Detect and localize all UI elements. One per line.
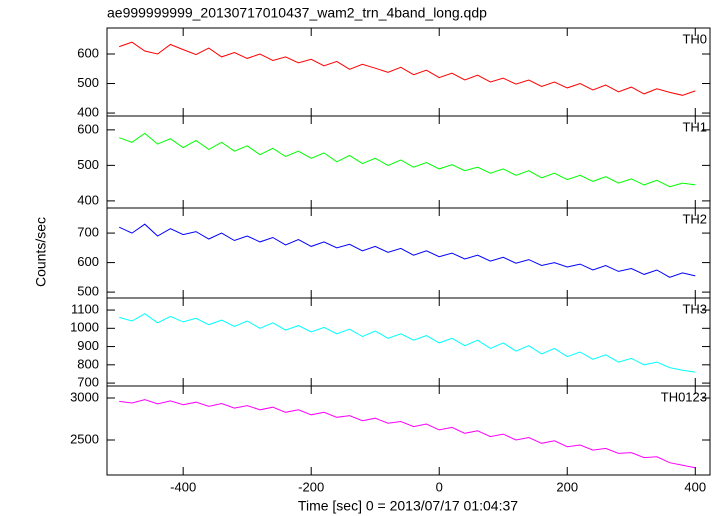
y-tick-label: 500	[77, 284, 99, 299]
data-line	[119, 132, 696, 188]
panel-label: TH3	[682, 301, 707, 316]
panel-label: TH0123	[661, 389, 707, 404]
y-tick-label: 900	[77, 338, 99, 353]
panel-frame	[106, 385, 711, 476]
x-tick-label: 200	[556, 479, 578, 494]
panel-frame	[106, 297, 711, 387]
chart-title: ae999999999_20130717010437_wam2_trn_4ban…	[107, 5, 487, 21]
y-tick-label: 700	[77, 225, 99, 240]
x-tick-label: 0	[436, 479, 443, 494]
y-tick-label: 400	[77, 192, 99, 207]
y-tick-label: 500	[77, 157, 99, 172]
y-tick-label: 500	[77, 75, 99, 90]
y-tick-label: 2500	[70, 431, 99, 446]
data-line	[119, 41, 696, 96]
y-tick-label: 600	[77, 45, 99, 60]
data-line	[119, 313, 696, 373]
x-tick-label: -400	[170, 479, 196, 494]
y-tick-label: 3000	[70, 389, 99, 404]
y-tick-label: 1100	[71, 301, 99, 316]
y-tick-label: 400	[77, 104, 99, 119]
y-axis-label: Counts/sec	[33, 217, 49, 287]
y-tick-label: 1000	[70, 320, 99, 335]
panel-label: TH2	[682, 211, 707, 226]
y-tick-label: 600	[77, 254, 99, 269]
data-line	[119, 399, 696, 469]
y-tick-label: 700	[77, 375, 99, 390]
panel-label: TH0	[682, 31, 707, 46]
x-axis-label: Time [sec] 0 = 2013/07/17 01:04:37	[298, 498, 518, 514]
panel-frame	[106, 115, 711, 209]
y-tick-label: 800	[77, 356, 99, 371]
x-tick-label: 400	[684, 479, 706, 494]
y-tick-label: 600	[77, 121, 99, 136]
panel-label: TH1	[682, 119, 707, 134]
data-line	[118, 223, 696, 278]
x-tick-label: -200	[298, 479, 324, 494]
